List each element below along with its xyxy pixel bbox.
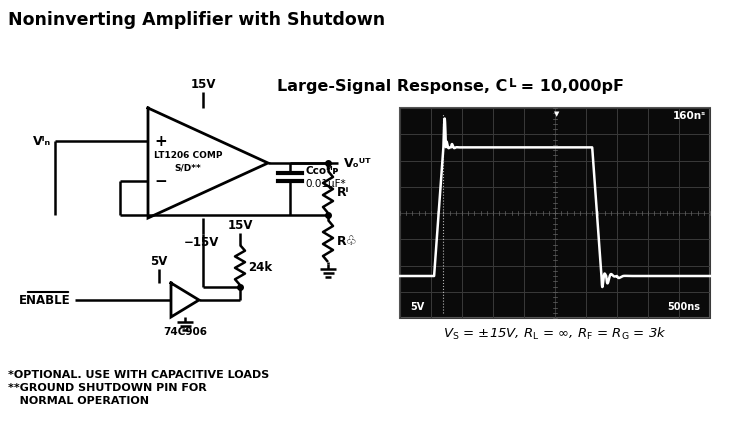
Text: 15V: 15V xyxy=(227,219,252,232)
Text: Vᴵₙ: Vᴵₙ xyxy=(33,134,51,147)
Text: **GROUND SHUTDOWN PIN FOR: **GROUND SHUTDOWN PIN FOR xyxy=(8,383,207,393)
Text: = 10,000pF: = 10,000pF xyxy=(515,78,624,94)
Text: Cᴄᴏᴹᴘ: Cᴄᴏᴹᴘ xyxy=(305,166,339,176)
Bar xyxy=(400,108,710,318)
Text: V$_\mathrm{S}$ = $\pm$15V, R$_\mathrm{L}$ = $\infty$, R$_\mathrm{F}$ = R$_\mathr: V$_\mathrm{S}$ = $\pm$15V, R$_\mathrm{L}… xyxy=(443,326,667,342)
Text: −: − xyxy=(154,173,167,189)
Text: S/D**: S/D** xyxy=(175,164,201,172)
Text: 160nˢ: 160nˢ xyxy=(673,111,706,121)
Text: L: L xyxy=(509,77,517,90)
Text: LT1206 COMP: LT1206 COMP xyxy=(154,151,222,159)
Text: 5V: 5V xyxy=(151,254,168,267)
Text: 5V: 5V xyxy=(410,302,424,312)
Text: 24k: 24k xyxy=(248,260,272,273)
Text: −15V: −15V xyxy=(183,236,218,249)
Text: 500ns: 500ns xyxy=(667,302,700,312)
Text: NORMAL OPERATION: NORMAL OPERATION xyxy=(8,396,149,406)
Text: 74C906: 74C906 xyxy=(163,327,207,337)
Text: Noninverting Amplifier with Shutdown: Noninverting Amplifier with Shutdown xyxy=(8,11,385,29)
Text: 15V: 15V xyxy=(190,78,215,90)
Text: ▼: ▼ xyxy=(554,111,559,117)
Text: Rⁱ: Rⁱ xyxy=(337,185,349,198)
Text: *OPTIONAL. USE WITH CAPACITIVE LOADS: *OPTIONAL. USE WITH CAPACITIVE LOADS xyxy=(8,370,269,380)
Text: 0.01μF*: 0.01μF* xyxy=(305,179,345,189)
Text: Vₒᵁᵀ: Vₒᵁᵀ xyxy=(344,156,371,169)
Text: R♧: R♧ xyxy=(337,234,358,247)
Text: Large-Signal Response, C: Large-Signal Response, C xyxy=(277,78,507,94)
Text: +: + xyxy=(154,134,167,148)
Text: ENABLE: ENABLE xyxy=(19,293,71,306)
